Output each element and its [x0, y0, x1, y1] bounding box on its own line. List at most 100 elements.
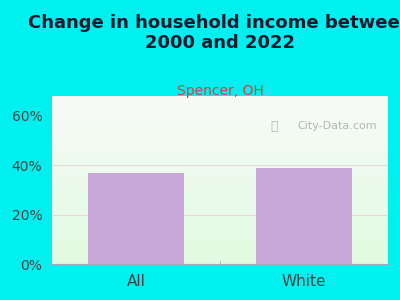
Bar [52, 155, 388, 157]
Bar [52, 168, 388, 170]
Bar [52, 104, 388, 106]
Bar [52, 224, 388, 225]
Bar [52, 98, 388, 99]
Bar [52, 136, 388, 138]
Bar [52, 200, 388, 202]
Bar [52, 126, 388, 128]
Bar [52, 119, 388, 121]
Bar [52, 103, 388, 104]
Bar [52, 237, 388, 239]
Bar [52, 261, 388, 262]
Bar [52, 141, 388, 143]
Bar [52, 250, 388, 252]
Bar [52, 244, 388, 245]
Bar [52, 195, 388, 197]
Text: ⦾: ⦾ [270, 120, 278, 133]
Bar [52, 157, 388, 158]
Text: City-Data.com: City-Data.com [297, 121, 377, 131]
Bar [52, 214, 388, 215]
Bar [52, 96, 388, 98]
Bar [52, 262, 388, 264]
Bar [52, 178, 388, 180]
Bar [52, 110, 388, 111]
Bar [256, 168, 352, 264]
Bar [52, 161, 388, 163]
Bar [52, 140, 388, 141]
Bar [52, 205, 388, 207]
Bar [52, 183, 388, 185]
Bar [52, 202, 388, 203]
Bar [52, 232, 388, 234]
Bar [52, 130, 388, 131]
Bar [52, 236, 388, 237]
Bar [52, 173, 388, 175]
Bar [52, 241, 388, 242]
Bar [52, 146, 388, 148]
Bar [52, 234, 388, 236]
Bar [52, 187, 388, 188]
Text: Spencer, OH: Spencer, OH [177, 84, 263, 98]
Bar [52, 247, 388, 249]
Bar [52, 239, 388, 241]
Bar [52, 145, 388, 146]
Bar [52, 190, 388, 192]
Bar [52, 185, 388, 187]
Bar [52, 188, 388, 190]
Bar [52, 101, 388, 103]
Bar [52, 194, 388, 195]
Bar [52, 175, 388, 177]
Bar [52, 199, 388, 200]
Bar [52, 180, 388, 182]
Bar [52, 131, 388, 133]
Bar [52, 116, 388, 118]
Bar [52, 153, 388, 155]
Bar [52, 170, 388, 172]
Bar [52, 208, 388, 210]
Bar [52, 124, 388, 126]
Bar [52, 99, 388, 101]
Bar [52, 143, 388, 145]
Bar [52, 123, 388, 124]
Bar [52, 113, 388, 115]
Bar [52, 121, 388, 123]
Bar [52, 138, 388, 140]
Bar [52, 165, 388, 166]
Bar [52, 220, 388, 222]
Bar [52, 252, 388, 254]
Bar [52, 242, 388, 244]
Bar [52, 197, 388, 199]
Bar [52, 227, 388, 229]
Bar [52, 152, 388, 153]
Bar [52, 259, 388, 261]
Bar [52, 192, 388, 194]
Bar [52, 135, 388, 136]
Bar [52, 225, 388, 227]
Bar [52, 217, 388, 219]
Bar [52, 256, 388, 257]
Bar [52, 212, 388, 214]
Bar [52, 207, 388, 208]
Bar [52, 148, 388, 150]
Bar [52, 163, 388, 165]
Bar [52, 229, 388, 230]
Bar [52, 111, 388, 113]
Bar [52, 108, 388, 109]
Bar [52, 118, 388, 119]
Bar [52, 133, 388, 135]
Bar [52, 215, 388, 217]
Bar [52, 257, 388, 259]
Bar [52, 222, 388, 224]
Bar [52, 177, 388, 178]
Bar [52, 182, 388, 183]
Text: Change in household income between
2000 and 2022: Change in household income between 2000 … [28, 14, 400, 52]
Bar [52, 115, 388, 116]
Bar [52, 254, 388, 256]
Bar [52, 172, 388, 173]
Bar [52, 245, 388, 247]
Bar [52, 249, 388, 250]
Bar [52, 160, 388, 161]
Bar [52, 203, 388, 205]
Bar [52, 158, 388, 160]
Bar [52, 106, 388, 108]
Bar [52, 219, 388, 220]
